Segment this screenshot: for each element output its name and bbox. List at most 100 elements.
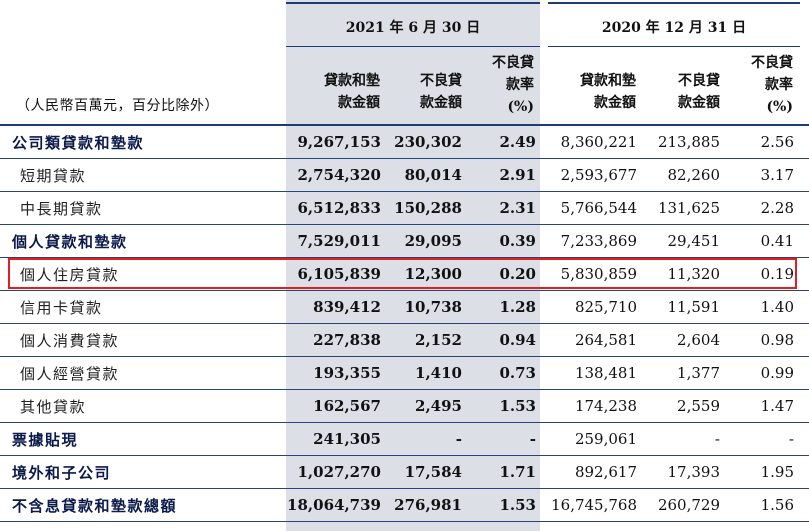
cell-value: 29,451 — [667, 232, 721, 250]
cell-value: 2,593,677 — [560, 166, 637, 184]
row-label: 境外和子公司 — [12, 464, 112, 482]
cell-value: - — [455, 430, 462, 448]
table-row: 個人貸款和墊款 7,529,011 29,095 0.39 7,233,869 29,45… — [0, 225, 809, 258]
row-divider — [0, 356, 809, 357]
col-header-npl-2020: 不良貸 款金額 — [650, 70, 720, 114]
row-divider — [0, 323, 809, 324]
row-label: 個人消費貸款 — [20, 332, 120, 350]
cell-value: 150,288 — [394, 199, 462, 217]
col-header-line: 不良貸 — [492, 55, 534, 71]
cell-value: - — [788, 430, 794, 448]
cell-value: 276,981 — [394, 496, 462, 514]
cell-value: 193,355 — [313, 364, 381, 382]
row-label: 短期貸款 — [20, 167, 87, 185]
col-header-line: 款金額 — [420, 95, 462, 111]
period-underline — [548, 46, 800, 47]
col-header-loans-2021: 貸款和墊 款金額 — [300, 70, 380, 114]
period-header-2021: 2021 年 6 月 30 日 — [345, 20, 481, 36]
row-divider — [0, 257, 809, 258]
row-label: 票據貼現 — [12, 431, 79, 449]
cell-value: 11,320 — [667, 265, 721, 283]
cell-value: 29,095 — [404, 232, 462, 250]
header-rule — [548, 2, 800, 4]
cell-value: 82,260 — [667, 166, 721, 184]
cell-value: 11,591 — [667, 298, 721, 316]
cell-value: 2.91 — [499, 166, 536, 184]
row-divider — [0, 224, 809, 225]
row-divider — [0, 422, 809, 423]
row-label: 中長期貸款 — [20, 200, 103, 218]
cell-value: 138,481 — [574, 364, 637, 382]
col-header-ratio-2020: 不良貸 款率 (%) — [735, 52, 793, 118]
cell-value: 259,061 — [574, 430, 637, 448]
header-bottom-rule — [0, 124, 809, 126]
row-label: 公司類貸款和墊款 — [12, 134, 145, 152]
table-row: 中長期貸款 6,512,833 150,288 2.31 5,766,544 131,62… — [0, 192, 809, 225]
table-row: 公司類貸款和墊款 9,267,153 230,302 2.49 8,360,221 213… — [0, 126, 809, 159]
header-rule — [286, 2, 540, 4]
cell-value: 5,766,544 — [560, 199, 637, 217]
cell-value: 1.53 — [499, 397, 536, 415]
cell-value: 260,729 — [657, 496, 720, 514]
cell-value: 17,584 — [404, 463, 462, 481]
cell-value: 213,885 — [657, 133, 720, 151]
cell-value: 2.28 — [760, 199, 794, 217]
cell-value: 0.39 — [499, 232, 536, 250]
col-header-line: (%) — [507, 99, 534, 115]
cell-value: 0.20 — [499, 265, 536, 283]
cell-value: 1.56 — [760, 496, 794, 514]
cell-value: 3.17 — [760, 166, 794, 184]
row-label: 不含息貸款和墊款總額 — [12, 497, 178, 515]
table-row: 不含息貸款和墊款總額 18,064,739 276,981 1.53 16,745,76… — [0, 489, 809, 522]
col-header-line: 款金額 — [678, 95, 720, 111]
cell-value: 264,581 — [574, 331, 637, 349]
cell-value: 241,305 — [313, 430, 381, 448]
cell-value: 7,529,011 — [297, 232, 381, 250]
row-label: 個人住房貸款 — [20, 266, 120, 284]
period-header-2020: 2020 年 12 月 31 日 — [601, 20, 747, 36]
cell-value: 1.95 — [760, 463, 794, 481]
col-header-line: 不良貸 — [751, 55, 793, 71]
col-header-line: 款率 — [506, 77, 534, 93]
cell-value: 5,830,859 — [560, 265, 637, 283]
row-label: 個人經營貸款 — [20, 365, 120, 383]
cell-value: 131,625 — [657, 199, 720, 217]
cell-value: - — [529, 430, 536, 448]
cell-value: 174,238 — [574, 397, 637, 415]
row-divider — [0, 521, 809, 522]
col-header-loans-2020: 貸款和墊 款金額 — [552, 70, 636, 114]
cell-value: 2,495 — [415, 397, 462, 415]
row-divider — [0, 290, 809, 291]
col-header-npl-2021: 不良貸 款金額 — [395, 70, 462, 114]
cell-value: 7,233,869 — [560, 232, 637, 250]
cell-value: 17,393 — [667, 463, 721, 481]
row-divider — [0, 158, 809, 159]
cell-value: 16,745,768 — [551, 496, 637, 514]
cell-value: 0.73 — [499, 364, 536, 382]
cell-value: 2.56 — [760, 133, 794, 151]
cell-value: 8,360,221 — [560, 133, 637, 151]
cell-value: 1.47 — [760, 397, 794, 415]
cell-value: 2,559 — [677, 397, 720, 415]
highlighted-period-column-background — [286, 0, 540, 531]
row-divider — [0, 455, 809, 456]
cell-value: 1.28 — [499, 298, 536, 316]
cell-value: 1.71 — [499, 463, 536, 481]
row-divider — [0, 389, 809, 390]
cell-value: 12,300 — [404, 265, 462, 283]
col-header-line: 貸款和墊 — [580, 73, 636, 89]
col-header-line: 不良貸 — [420, 73, 462, 89]
cell-value: 80,014 — [404, 166, 462, 184]
cell-value: 227,838 — [313, 331, 381, 349]
cell-value: 1,377 — [677, 364, 720, 382]
cell-value: 0.98 — [760, 331, 794, 349]
col-header-line: 不良貸 — [678, 73, 720, 89]
table-row: 信用卡貸款 839,412 10,738 1.28 825,710 11,591 1.40 — [0, 291, 809, 324]
cell-value: 9,267,153 — [297, 133, 381, 151]
cell-value: 1.53 — [499, 496, 536, 514]
unit-note: （人民幣百萬元，百分比除外） — [16, 98, 219, 114]
cell-value: 1,410 — [415, 364, 462, 382]
row-divider — [0, 488, 809, 489]
cell-value: 6,105,839 — [297, 265, 381, 283]
table-row: 個人消費貸款 227,838 2,152 0.94 264,581 2,604 0.98 — [0, 324, 809, 357]
